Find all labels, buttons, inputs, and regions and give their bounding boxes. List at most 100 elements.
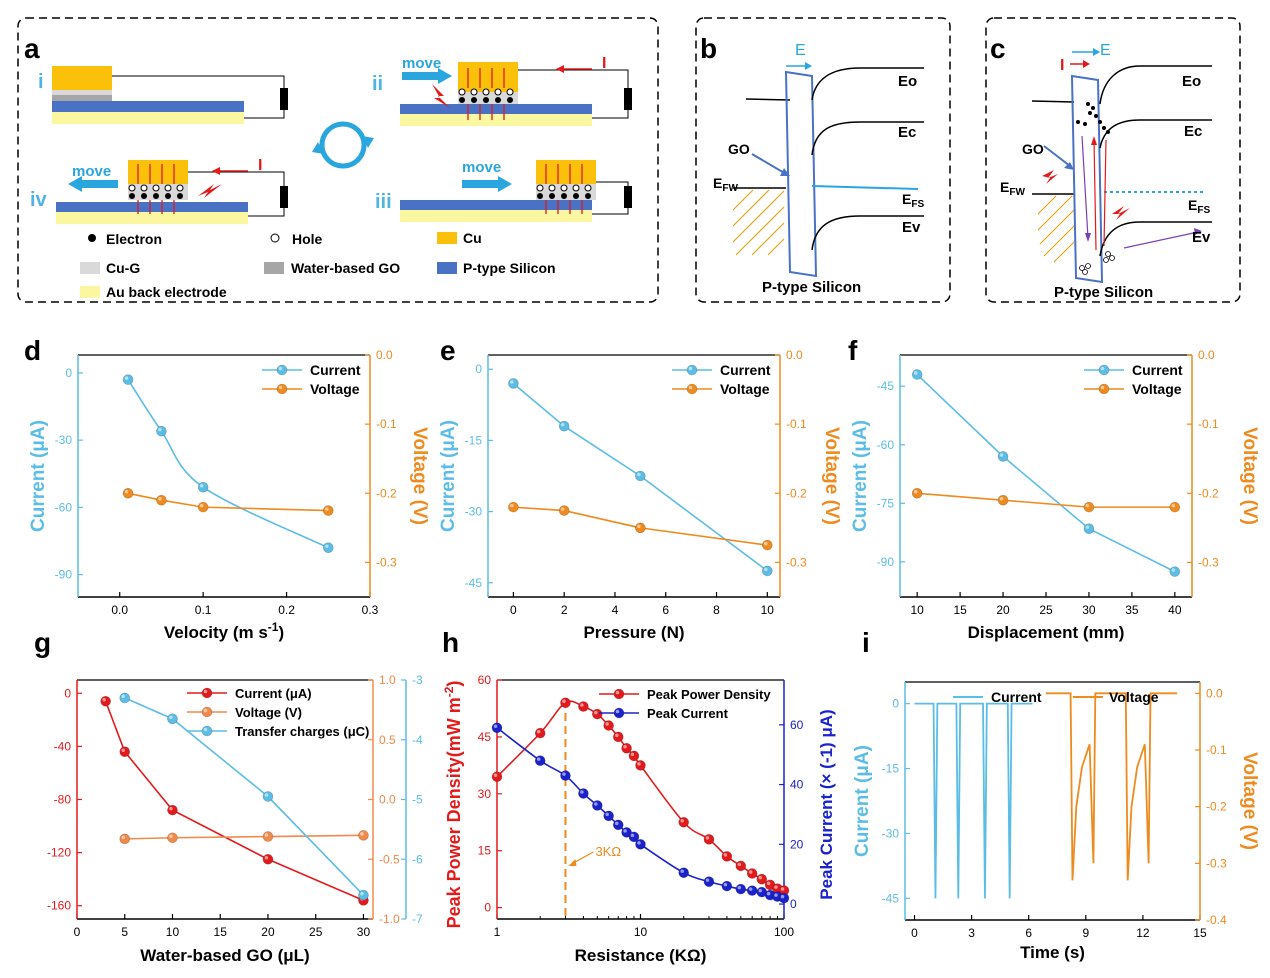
data-point: [911, 487, 923, 499]
y2-axis-tick-label: -0.2: [376, 486, 397, 500]
x-tick-label: 15: [1193, 926, 1207, 940]
data-point-highlight: [158, 496, 162, 501]
go-pointer: [751, 153, 787, 175]
y3-axis-tick-label: -5: [412, 793, 423, 807]
legend-marker: [201, 725, 213, 737]
annotation-arrow-head: [568, 859, 577, 866]
data-point: [322, 542, 334, 554]
wire: [592, 208, 629, 215]
data-point-highlight: [630, 752, 635, 757]
stage-i: i: [38, 66, 288, 124]
carrier-arrows: [1081, 135, 1202, 251]
au-layer: [400, 210, 592, 222]
data-point-highlight: [1171, 503, 1176, 508]
move-arrow: [68, 176, 118, 192]
load-resistor: [624, 186, 632, 208]
silicon-layer: [400, 104, 592, 114]
data-point: [1169, 566, 1181, 577]
legend-label: Current: [720, 362, 771, 378]
x-tick-label: 20: [261, 925, 275, 939]
y-axis-tick-label: -75: [877, 496, 895, 510]
series-line: [917, 492, 1175, 508]
legend-electron: Electron: [106, 231, 162, 247]
silicon-layer: [56, 202, 248, 212]
legend-marker: [686, 383, 698, 395]
data-point-highlight: [780, 887, 785, 891]
y2-axis-tick-label: -0.4: [1206, 913, 1227, 927]
move-label: move: [402, 55, 441, 72]
spark-icon: [1112, 206, 1130, 220]
legend-marker-highlight: [1100, 385, 1105, 390]
legend-marker-highlight: [203, 689, 208, 694]
y2-axis-tick-label: 1.0: [379, 673, 396, 687]
panel-g: g 0 5 10 15 20 25 30 0 -40 -80 -120 -160 1.0 0.5 0.0 -0…: [34, 627, 423, 965]
stage-label-ii: ii: [372, 73, 383, 95]
y2-axis-tick-label: 0.5: [379, 733, 396, 747]
vacuum-level: [1031, 100, 1075, 103]
x-tick-label: 100: [774, 925, 794, 939]
data-point: [167, 713, 178, 725]
efw-label: EFW: [1000, 179, 1025, 198]
legend-au: Au back electrode: [106, 284, 227, 300]
y2-axis-tick-label: -0.3: [376, 555, 397, 569]
panel-c-frame: [985, 17, 1241, 303]
data-point: [491, 722, 503, 734]
cu-block: [128, 160, 188, 184]
electron-symbol: [88, 234, 96, 242]
chart-i: 0 3 6 9 12 15 0 -15 -30 -45 0.0 -0.1 -0.2 -0.3 -0.4 Cur…: [852, 681, 1260, 962]
panel-f: f 10 15 20 25 30 35 40 -45 -60 -75 -90 0.0 -0.1 -0.2 -…: [848, 335, 1260, 642]
data-point: [735, 883, 747, 895]
efs-label: EFS: [902, 191, 924, 210]
data-point: [1083, 523, 1095, 534]
go-label: GO: [1022, 141, 1044, 157]
x-tick-label: 3: [968, 926, 975, 940]
wire: [592, 110, 629, 119]
x-tick-label: 0.1: [195, 603, 212, 617]
current-arrow-head: [212, 167, 220, 175]
data-point-highlight: [594, 710, 598, 715]
x-tick-label: 0.0: [111, 603, 128, 617]
cycle-arrows-icon: [312, 121, 374, 169]
x-tick-label: 25: [309, 925, 323, 939]
data-point-highlight: [605, 722, 609, 726]
series-line: [1045, 692, 1178, 881]
move-label: move: [462, 159, 501, 176]
data-point: [560, 770, 571, 781]
data-point: [534, 755, 546, 766]
series-line: [496, 727, 785, 899]
data-point-highlight: [623, 829, 627, 833]
y3-axis-tick-label: -3: [412, 673, 423, 687]
spark-icon: [432, 84, 450, 108]
data-point: [262, 831, 274, 842]
move-arrow: [402, 68, 452, 84]
y2-axis-tick-label: -0.1: [786, 417, 807, 431]
x-axis-label: Displacement (mm): [968, 623, 1125, 642]
hole-cluster: [1079, 251, 1115, 275]
x-axis-label: Water-based GO (μL): [140, 946, 309, 965]
data-point-highlight: [536, 757, 541, 761]
chart-f: 10 15 20 25 30 35 40 -45 -60 -75 -90 0.0 -0.1 -0.2 -0.…: [850, 348, 1260, 642]
y2-axis-tick-label: 0.0: [1206, 686, 1223, 700]
legend-marker-highlight: [203, 708, 208, 713]
data-point-highlight: [360, 832, 364, 836]
panel-letter-f: f: [848, 335, 858, 366]
data-point-highlight: [1085, 503, 1090, 508]
x-tick-label: 6: [1025, 926, 1032, 940]
legend-hole: Hole: [292, 231, 323, 247]
y2-axis-tick-label: -0.2: [786, 486, 807, 500]
data-point-highlight: [748, 887, 753, 891]
y-axis-tick-label: 0: [64, 686, 71, 700]
data-point-highlight: [680, 819, 684, 823]
y-axis-tick-label: -40: [54, 739, 72, 753]
field-arrows: [467, 68, 505, 120]
legend-marker: [276, 364, 288, 376]
data-point-highlight: [510, 503, 514, 508]
data-point-highlight: [562, 772, 566, 776]
y-axis-tick-label: -60: [55, 500, 73, 514]
chart-d: 0.0 0.1 0.2 0.3 0 -30 -60 -90 0.0 -0.1 -0.2 -0.3 Cur…: [28, 348, 430, 642]
y2-axis-tick-label: -0.5: [379, 852, 400, 866]
y2-axis-tick-label: 0.0: [376, 348, 393, 362]
data-point: [534, 727, 546, 739]
efs-level: [811, 185, 919, 190]
